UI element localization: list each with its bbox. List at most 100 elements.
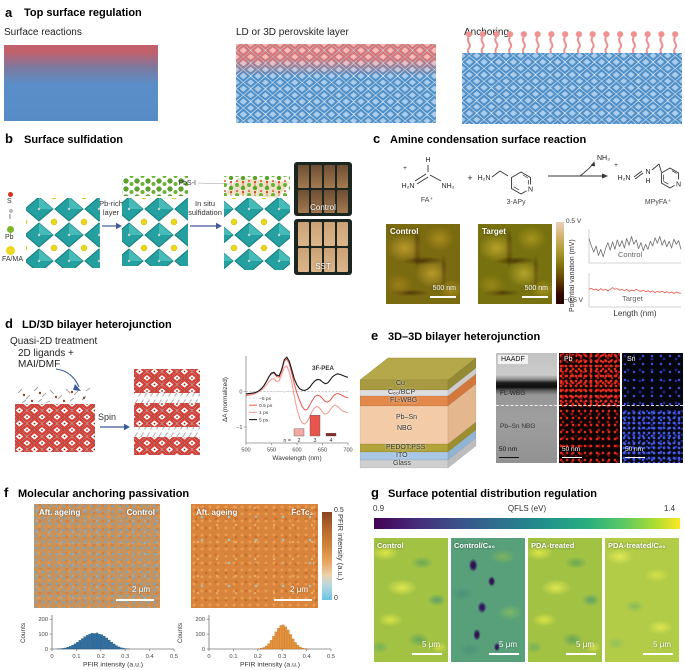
panel-d-title: LD/3D bilayer heterojunction: [22, 319, 172, 331]
x-axis-label: Wavelength (nm): [272, 455, 321, 462]
kpfm-control-scalebar-text: 500 nm: [432, 285, 456, 292]
pbsi-label: PbS-I: [178, 180, 196, 187]
legend-label: 5 ps: [259, 417, 269, 423]
potential-control-label: Control: [618, 250, 643, 259]
kpfm-target-scalebar: [522, 296, 548, 298]
pfir-control-ageing-label: Aft. ageing: [39, 508, 81, 517]
x-tick-label: 0.4: [146, 654, 155, 660]
x-tick-label: 0: [207, 654, 210, 660]
step1-text-line1: Pb-rich: [99, 199, 123, 208]
hist-bar: [112, 643, 116, 650]
transient-absorption-plot: 500 550 600 650 700 0 −1 −5 ps0.5 ps1 ps5 ps 3F-…: [222, 356, 353, 462]
qfls-pda-c60-scalebar: [643, 653, 673, 655]
qfls-colorbar: [374, 518, 680, 529]
step1-text-line2: layer: [103, 208, 120, 217]
fa-name: FA⁺: [421, 197, 434, 204]
pfir-map-fctc2: Aft. ageing FcTc₂ 2 μm: [191, 504, 318, 608]
sn-scalebar: [625, 456, 645, 458]
panel-g-label: g: [371, 485, 379, 500]
sulfidation-scheme: Pb-rich layer PbS-I In situ sulfidation: [26, 176, 290, 270]
kpfm-target-scalebar-text: 500 nm: [524, 285, 548, 292]
product-n-label: N: [645, 169, 650, 176]
hist-bar: [269, 640, 273, 650]
panel-c-label: c: [373, 131, 381, 146]
kpfm-map-control: Control 500 nm: [386, 224, 460, 304]
perovskite-crystal-2: [122, 198, 188, 266]
hist-bar: [81, 638, 84, 650]
hist-bar: [120, 647, 123, 650]
panel-c-title: Amine condensation surface reaction: [390, 134, 587, 146]
qfls-control-c60-scalebar: [489, 653, 519, 655]
iodine-dot: [8, 209, 13, 213]
inset-bar-label: 3: [314, 438, 317, 444]
x-tick-label: 0.1: [72, 654, 80, 660]
haadf-scalebar-text: 50 nm: [499, 446, 518, 453]
panel-f-title: Molecular anchoring passivation: [18, 488, 190, 500]
ld-band-1: [134, 369, 200, 393]
hist-bar: [284, 626, 287, 650]
hist-bar: [267, 643, 270, 650]
interface-dash-line: [496, 405, 557, 406]
y-tick-label: 0: [239, 390, 242, 396]
y-tick-label: 100: [195, 632, 205, 638]
pfir-histogram-control: 0 0.1 0.2 0.3 0.4 0.5 0 100 200 PFIR intensity (a…: [20, 615, 178, 669]
qfls-control-scalebar-text: 5 μm: [422, 640, 440, 649]
x-axis-label: PFIR intensity (a.u.): [240, 662, 300, 669]
x-tick-label: 0.3: [121, 654, 129, 660]
fa-charge: +: [403, 165, 407, 172]
ld-band-2: [134, 403, 200, 427]
fa-h-label: H: [425, 157, 430, 164]
qfls-colorbar-max: 1.4: [664, 504, 676, 513]
hist-bar: [299, 646, 302, 650]
hist-bar: [66, 647, 69, 650]
qfls-control-c60-scalebar-text: 5 μm: [499, 640, 517, 649]
surface-reaction-gradient-illustration: [4, 45, 158, 121]
pb-scalebar: [562, 456, 582, 458]
legend-label: 0.5 ps: [259, 403, 273, 409]
hist-bar: [78, 640, 82, 650]
hist-bar: [98, 633, 101, 650]
layer-pedot: PEDOT:PSS: [386, 444, 426, 451]
hist-bar: [264, 645, 268, 650]
inset-bar: [293, 428, 305, 437]
pyridine-ring-2: [660, 167, 680, 189]
potential-x-axis-label: Length (nm): [613, 309, 657, 318]
product-h2n-label: H₂N: [618, 175, 631, 182]
qfls-control-label: Control: [377, 541, 404, 550]
product-ring-n: N: [676, 182, 681, 189]
pfir-control-scalebar: [116, 599, 154, 601]
panel-a-item-surface-reactions: Surface reactions: [4, 27, 82, 38]
legend-label: 1 ps: [259, 410, 269, 416]
quasi-2d-note: Quasi-2D treatment: [10, 336, 98, 347]
spin-label: Spin: [98, 412, 117, 422]
qfls-colorbar-label: QFLS (eV): [507, 504, 547, 513]
hist-bar: [296, 645, 300, 650]
hist-bar: [282, 624, 285, 650]
layer-ito: ITO: [396, 452, 408, 459]
x-tick-label: 0.5: [327, 654, 335, 660]
x-tick-label: 0.1: [229, 654, 237, 660]
y-tick-label: 0: [202, 647, 205, 653]
y-tick-label: 0: [45, 647, 48, 653]
anchoring-lattice-illustration: [462, 30, 682, 124]
hist-bar: [274, 631, 278, 650]
hist-bar: [100, 634, 104, 650]
y-tick-label: 100: [38, 632, 48, 638]
x-tick-label: 600: [292, 448, 301, 454]
hist-bar: [86, 635, 89, 650]
ligand-dots: [22, 390, 86, 403]
series-target-potential: [588, 287, 682, 294]
fama-dot: [6, 246, 15, 255]
hist-bar: [122, 648, 126, 650]
hist-bar: [272, 636, 275, 650]
hist-bar: [73, 643, 77, 650]
kpfm-colorbar: [556, 222, 564, 304]
hist-bar: [83, 636, 87, 650]
sn-scalebar-text: 50 nm: [625, 446, 644, 453]
pfir-fctc2-ageing-label: Aft. ageing: [196, 508, 238, 517]
reaction-arrow: [602, 173, 608, 179]
y-axis-label: Counts: [20, 623, 27, 643]
panel-e-label: e: [371, 328, 379, 343]
ld-3d-lattice-illustration: [236, 44, 436, 123]
